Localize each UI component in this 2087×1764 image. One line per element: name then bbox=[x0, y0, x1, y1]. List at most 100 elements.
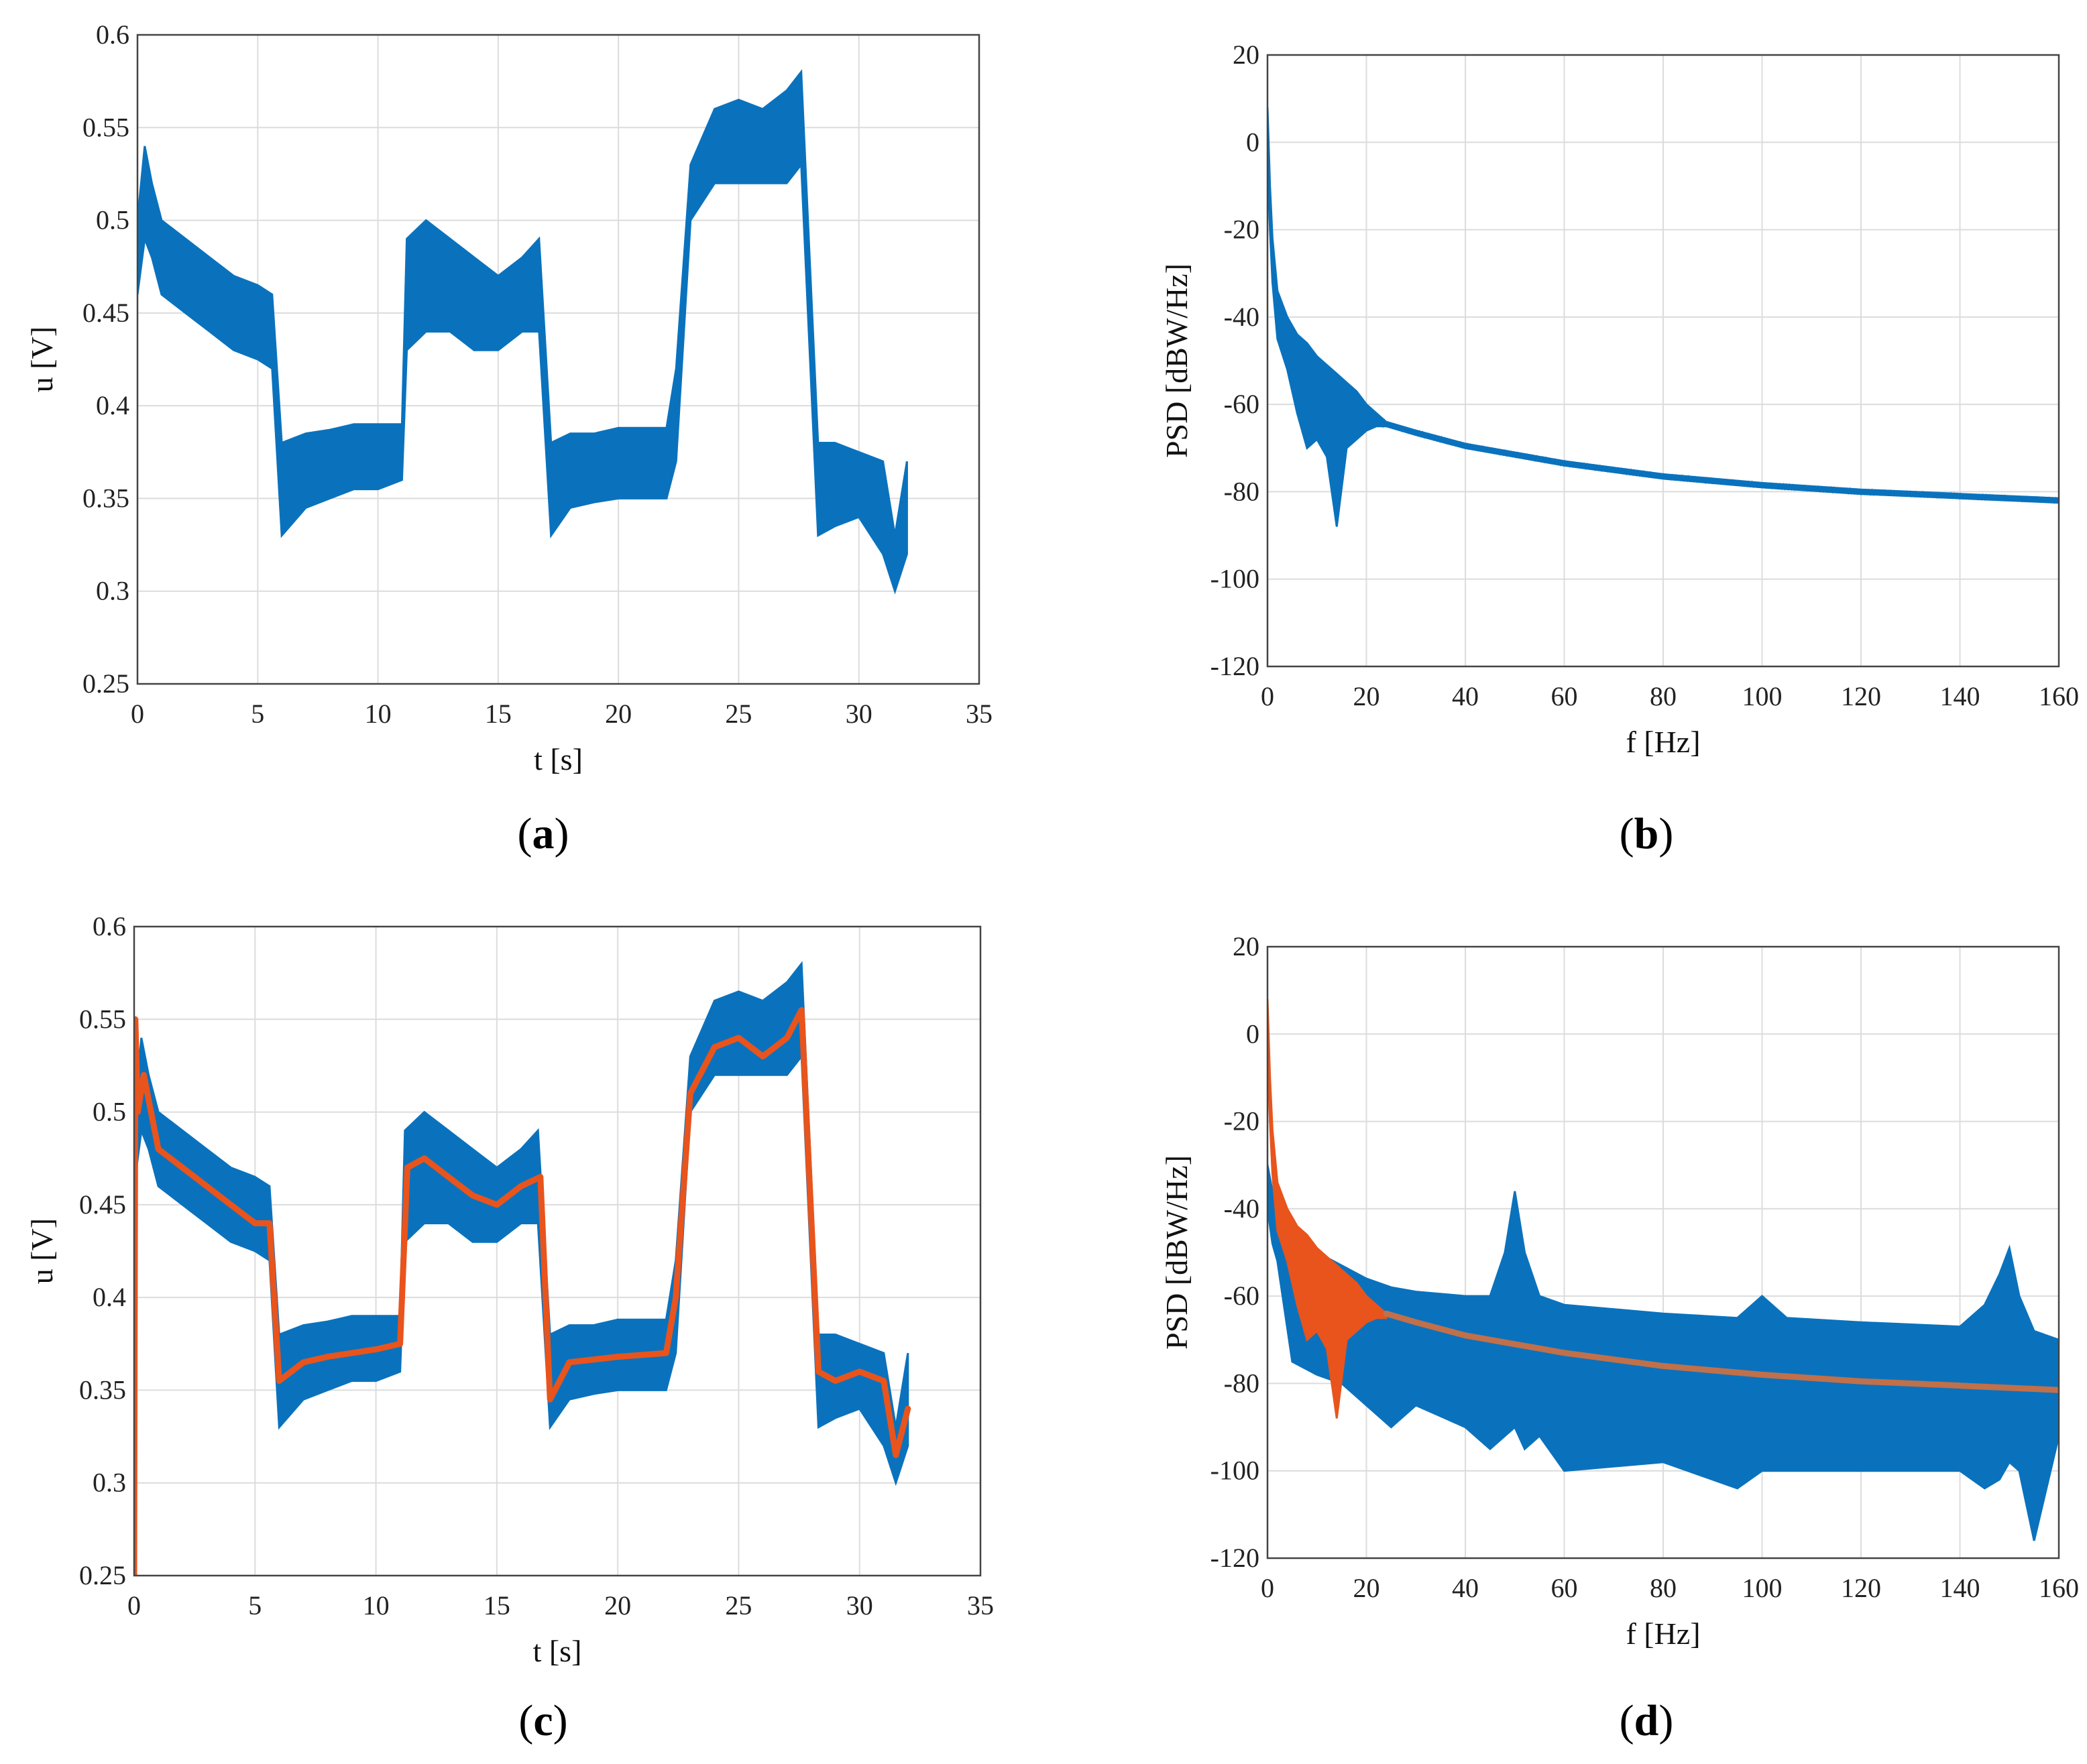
axes-box bbox=[1266, 945, 2060, 1560]
y-tick-label: 20 bbox=[1233, 40, 1259, 70]
x-tick-label: 100 bbox=[1742, 1573, 1783, 1603]
y-axis-label: PSD [dBW/Hz] bbox=[1160, 263, 1194, 458]
y-tick-label: 0.25 bbox=[79, 1560, 126, 1590]
y-tick-label: 0.35 bbox=[82, 483, 129, 513]
y-axis-label: PSD [dBW/Hz] bbox=[1160, 1155, 1194, 1350]
y-tick-label: 0.4 bbox=[93, 1282, 126, 1312]
data-layer bbox=[1267, 107, 2059, 527]
x-tick-label: 120 bbox=[1841, 681, 1881, 711]
series-psd-raw-trace bbox=[1267, 109, 2059, 518]
axes-box bbox=[136, 34, 980, 685]
series-filtered-signal-line bbox=[134, 1007, 911, 1576]
series-raw-signal-trace bbox=[137, 84, 908, 582]
panel-caption: (a) bbox=[518, 809, 569, 858]
panel-caption: (b) bbox=[1620, 809, 1674, 858]
x-tick-label: 0 bbox=[127, 1590, 141, 1621]
series-raw-signal-envelope bbox=[134, 961, 909, 1486]
x-tick-label: 80 bbox=[1650, 681, 1677, 711]
x-tick-label: 35 bbox=[967, 1590, 994, 1621]
y-tick-label: 0.35 bbox=[79, 1374, 126, 1405]
panel-a: 0 5 10 15 20 25 30 35 0.25 0.3 0.35 0.4 0.45 0.5 0.55 0… bbox=[25, 19, 993, 858]
y-axis-label: u [V] bbox=[25, 327, 59, 392]
x-axis-label: f [Hz] bbox=[1626, 725, 1700, 759]
y-tick-label: 0.3 bbox=[93, 1468, 126, 1498]
panel-caption: (c) bbox=[518, 1696, 567, 1745]
y-tick-label: 0.6 bbox=[96, 19, 129, 50]
x-tick-label: 5 bbox=[251, 699, 264, 729]
data-layer bbox=[134, 961, 911, 1576]
y-tick-label: 0.25 bbox=[82, 668, 129, 699]
y-tick-label: 20 bbox=[1233, 931, 1259, 961]
y-tick-label: 0.6 bbox=[93, 911, 126, 941]
x-tick-label: 20 bbox=[605, 699, 632, 729]
x-tick-label: 20 bbox=[604, 1590, 631, 1621]
x-tick-label: 120 bbox=[1841, 1573, 1881, 1603]
y-tick-label: -40 bbox=[1224, 1193, 1259, 1224]
panel-caption: (d) bbox=[1620, 1696, 1674, 1745]
series-psd-filtered-trend-line bbox=[1383, 1310, 2059, 1393]
y-tick-label: -60 bbox=[1224, 389, 1259, 419]
x-tick-label: 140 bbox=[1940, 1573, 1980, 1603]
x-tick-label: 25 bbox=[725, 699, 752, 729]
y-tick-label: 0.45 bbox=[79, 1189, 126, 1220]
x-tick-label: 35 bbox=[966, 699, 993, 729]
x-tick-label: 80 bbox=[1650, 1573, 1677, 1603]
data-layer bbox=[137, 69, 908, 595]
plot-area bbox=[134, 927, 980, 1576]
series-psd-raw-trace bbox=[1267, 1167, 2059, 1519]
x-tick-label: 60 bbox=[1551, 681, 1578, 711]
y-tick-label: 0.5 bbox=[96, 205, 129, 235]
y-tick-label: -120 bbox=[1210, 651, 1259, 681]
series-raw-signal-envelope bbox=[137, 69, 908, 595]
y-tick-label: 0.55 bbox=[82, 112, 129, 142]
x-tick-label: 60 bbox=[1551, 1573, 1578, 1603]
data-layer bbox=[1267, 999, 2059, 1541]
x-tick-label: 100 bbox=[1742, 681, 1783, 711]
y-tick-label: 0.3 bbox=[96, 576, 129, 606]
x-tick-label: 0 bbox=[1261, 681, 1274, 711]
y-tick-label: 0.5 bbox=[93, 1097, 126, 1127]
x-tick-label: 40 bbox=[1452, 1573, 1479, 1603]
x-axis-label: t [s] bbox=[534, 742, 583, 776]
plot-area bbox=[137, 35, 979, 684]
y-tick-label: 0.4 bbox=[96, 390, 129, 420]
axes-box bbox=[1266, 54, 2060, 668]
x-tick-label: 140 bbox=[1940, 681, 1980, 711]
y-tick-label: -60 bbox=[1224, 1281, 1259, 1311]
y-tick-label: 0 bbox=[1246, 127, 1259, 157]
y-tick-label: 0.45 bbox=[82, 298, 129, 328]
y-tick-label: -20 bbox=[1224, 215, 1259, 245]
series-psd-filtered-trace bbox=[1267, 1002, 1387, 1415]
panel-d: 0 20 40 60 80 100 120 140 160 -120 -100 -80 -60 -40 -2… bbox=[1160, 931, 2079, 1745]
y-tick-label: -80 bbox=[1224, 1368, 1259, 1398]
x-tick-label: 10 bbox=[365, 699, 392, 729]
x-tick-label: 15 bbox=[485, 699, 512, 729]
x-tick-label: 0 bbox=[131, 699, 144, 729]
x-tick-label: 10 bbox=[363, 1590, 390, 1621]
x-tick-label: 160 bbox=[2039, 1573, 2079, 1603]
x-tick-label: 20 bbox=[1353, 681, 1380, 711]
panel-c: 0 5 10 15 20 25 30 35 0.25 0.3 0.35 0.4 0.45 0.5 0.55 0… bbox=[25, 911, 994, 1745]
panel-b: 0 20 40 60 80 100 120 140 160 -120 -100 -80 -60 -40 -2… bbox=[1160, 40, 2079, 858]
x-tick-label: 25 bbox=[725, 1590, 752, 1621]
y-tick-label: 0 bbox=[1246, 1018, 1259, 1049]
y-tick-label: -120 bbox=[1210, 1543, 1259, 1573]
series-psd-raw-envelope bbox=[1267, 107, 2059, 527]
axes-box bbox=[133, 925, 982, 1577]
x-tick-label: 0 bbox=[1261, 1573, 1274, 1603]
x-axis-label: f [Hz] bbox=[1626, 1616, 1700, 1651]
x-tick-label: 15 bbox=[484, 1590, 510, 1621]
y-tick-label: -100 bbox=[1210, 1456, 1259, 1486]
y-tick-label: 0.55 bbox=[79, 1004, 126, 1034]
x-tick-label: 30 bbox=[846, 1590, 873, 1621]
x-tick-label: 40 bbox=[1452, 681, 1479, 711]
x-axis-label: t [s] bbox=[533, 1634, 582, 1668]
y-tick-label: -40 bbox=[1224, 302, 1259, 332]
y-tick-label: -100 bbox=[1210, 564, 1259, 594]
x-tick-label: 20 bbox=[1353, 1573, 1380, 1603]
y-tick-label: -20 bbox=[1224, 1106, 1259, 1136]
y-tick-label: -80 bbox=[1224, 476, 1259, 506]
x-tick-label: 160 bbox=[2039, 681, 2079, 711]
y-axis-label: u [V] bbox=[25, 1218, 59, 1284]
